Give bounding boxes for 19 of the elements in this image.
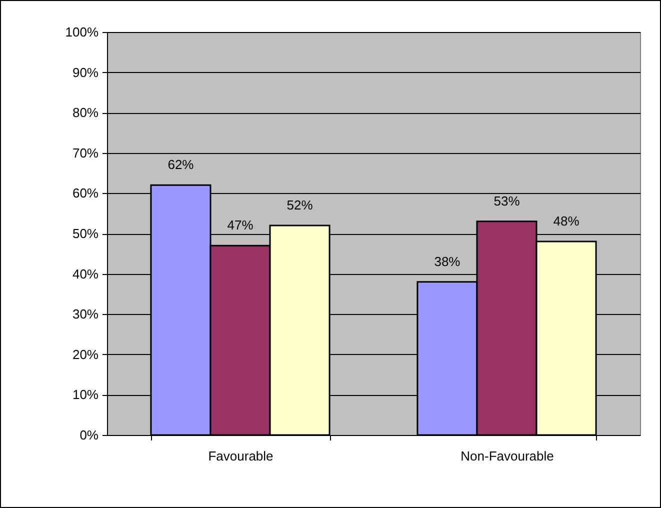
data-label: 52%	[286, 197, 314, 212]
y-tick-label: 60%	[72, 186, 99, 201]
y-tick-label: 0%	[80, 428, 99, 442]
y-tick-label: 30%	[72, 306, 99, 322]
data-label: 62%	[168, 157, 194, 172]
y-tick-label: 40%	[72, 266, 99, 282]
y-tick-label: 80%	[72, 105, 99, 120]
y-tick-label: 20%	[72, 346, 99, 362]
y-tick-label: 100%	[65, 24, 99, 40]
x-tick-label: Non-Favourable	[460, 448, 554, 464]
data-label: 48%	[553, 214, 580, 229]
data-label: 38%	[434, 254, 461, 269]
data-label: 47%	[227, 218, 254, 233]
y-tick-label: 70%	[72, 145, 99, 160]
x-tick-label: Favourable	[208, 448, 274, 464]
y-tick-label: 10%	[72, 387, 99, 402]
data-label: 53%	[494, 193, 520, 208]
y-tick-label: 50%	[72, 226, 99, 241]
y-tick-label: 90%	[72, 64, 99, 80]
